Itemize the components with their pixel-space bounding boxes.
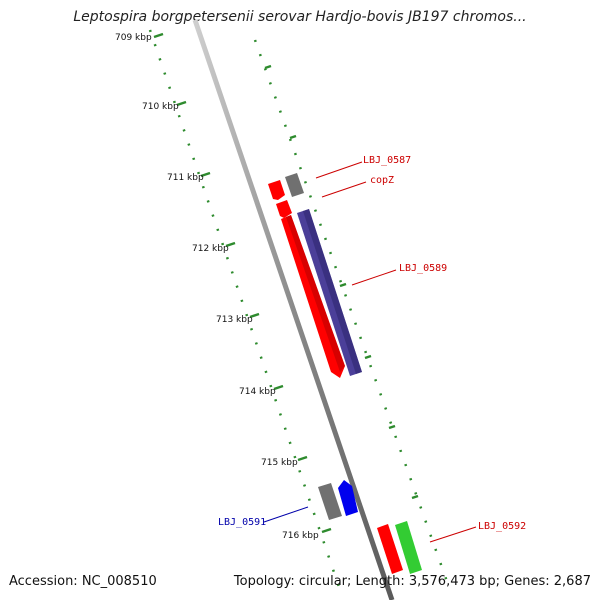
backbone (192, 19, 395, 600)
label-lbj-0587[interactable]: LBJ_0587 (363, 155, 411, 166)
tick-mark-711 (200, 171, 211, 178)
leader-copz (321, 181, 367, 198)
label-copz[interactable]: copZ (370, 175, 394, 186)
tick-label-714: 714 kbp (239, 387, 276, 397)
label-lbj-0592[interactable]: LBJ_0592 (478, 521, 526, 532)
tick-label-713: 713 kbp (216, 315, 253, 325)
leader-lbj-0592 (429, 526, 477, 543)
tick-label-716: 716 kbp (282, 531, 319, 541)
gene-red-small-1[interactable] (268, 180, 285, 200)
label-lbj-0589[interactable]: LBJ_0589 (399, 263, 447, 274)
gene-blue[interactable] (338, 480, 358, 516)
tick-mark-712 (225, 241, 236, 248)
tick-mark-716 (321, 527, 332, 534)
leader-lbj-0591 (263, 506, 309, 523)
accession-text: Accession: NC_008510 (9, 574, 157, 589)
gene-lbj-0591[interactable] (318, 483, 342, 520)
gene-lbj-0592-green[interactable] (395, 521, 422, 574)
genome-stats-text: Topology: circular; Length: 3,576,473 bp… (233, 574, 591, 589)
outer-ring-ticks (264, 64, 419, 500)
leader-lbj-0589 (351, 269, 397, 286)
tick-mark-713 (249, 312, 260, 319)
label-lbj-0591[interactable]: LBJ_0591 (218, 517, 266, 528)
tick-label-711: 711 kbp (167, 173, 204, 183)
tick-mark-709 (153, 32, 164, 39)
gene-copz[interactable] (276, 200, 292, 218)
gene-lbj-0587[interactable] (285, 173, 304, 197)
gene-lbj-0592-red[interactable] (377, 524, 403, 574)
tick-mark-715 (297, 455, 308, 462)
tick-label-710: 710 kbp (142, 102, 179, 112)
tick-label-709: 709 kbp (115, 33, 152, 43)
tick-mark-714 (273, 384, 284, 391)
map-title: Leptospira borgpetersenii serovar Hardjo… (73, 9, 527, 25)
tick-label-712: 712 kbp (192, 244, 229, 254)
major-ticks (153, 32, 332, 534)
leader-lbj-0587 (315, 161, 363, 179)
tick-mark-710 (176, 100, 187, 107)
tick-label-715: 715 kbp (261, 458, 298, 468)
